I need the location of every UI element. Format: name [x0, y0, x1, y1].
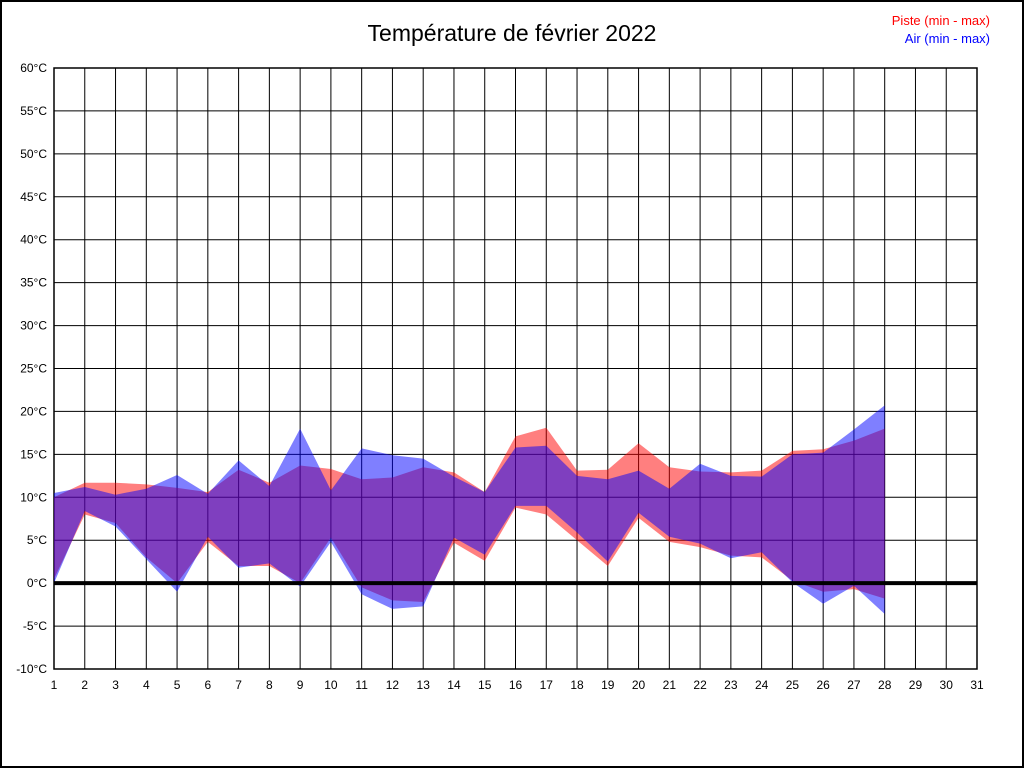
x-tick-label: 24	[755, 678, 769, 692]
x-tick-label: 17	[540, 678, 554, 692]
x-tick-label: 23	[724, 678, 738, 692]
x-tick-label: 1	[51, 678, 58, 692]
y-tick-label: 10°C	[20, 490, 47, 504]
legend-item-piste: Piste (min - max)	[891, 13, 990, 28]
x-tick-label: 20	[632, 678, 646, 692]
plot-border	[53, 67, 978, 670]
y-tick-label: 40°C	[20, 233, 47, 247]
x-tick-label: 30	[940, 678, 954, 692]
y-tick-label: 55°C	[20, 104, 47, 118]
x-tick-label: 8	[266, 678, 273, 692]
y-tick-label: 30°C	[20, 319, 47, 333]
x-tick-label: 15	[478, 678, 492, 692]
x-tick-label: 13	[417, 678, 431, 692]
x-tick-label: 31	[970, 678, 984, 692]
x-tick-label: 26	[816, 678, 830, 692]
y-tick-label: 25°C	[20, 362, 47, 376]
x-tick-label: 10	[324, 678, 338, 692]
air-band	[54, 405, 885, 615]
x-tick-label: 9	[297, 678, 304, 692]
x-tick-label: 28	[878, 678, 892, 692]
x-tick-label: 12	[386, 678, 400, 692]
y-tick-label: 60°C	[20, 61, 47, 75]
legend-item-air: Air (min - max)	[904, 31, 990, 46]
x-tick-label: 22	[693, 678, 707, 692]
x-tick-label: 4	[143, 678, 150, 692]
x-tick-label: 6	[204, 678, 211, 692]
y-tick-label: 35°C	[20, 276, 47, 290]
y-tick-label: -5°C	[23, 619, 47, 633]
x-tick-label: 11	[355, 678, 368, 692]
x-tick-label: 14	[447, 678, 461, 692]
x-tick-label: 18	[570, 678, 584, 692]
chart-title: Température de février 2022	[367, 20, 657, 46]
x-tick-label: 19	[601, 678, 615, 692]
y-tick-label: 45°C	[20, 190, 47, 204]
x-tick-label: 3	[112, 678, 119, 692]
x-tick-label: 21	[663, 678, 677, 692]
y-tick-label: 15°C	[20, 447, 47, 461]
x-tick-label: 25	[786, 678, 800, 692]
x-tick-label: 16	[509, 678, 523, 692]
x-tick-label: 5	[174, 678, 181, 692]
x-tick-label: 2	[81, 678, 88, 692]
y-tick-label: 5°C	[27, 533, 47, 547]
x-tick-label: 7	[235, 678, 242, 692]
y-tick-label: 20°C	[20, 404, 47, 418]
y-tick-label: -10°C	[16, 662, 47, 676]
x-tick-label: 27	[847, 678, 861, 692]
y-tick-label: 50°C	[20, 147, 47, 161]
legend: Piste (min - max) Air (min - max)	[892, 12, 990, 48]
x-tick-label: 29	[909, 678, 923, 692]
y-tick-label: 0°C	[27, 576, 47, 590]
